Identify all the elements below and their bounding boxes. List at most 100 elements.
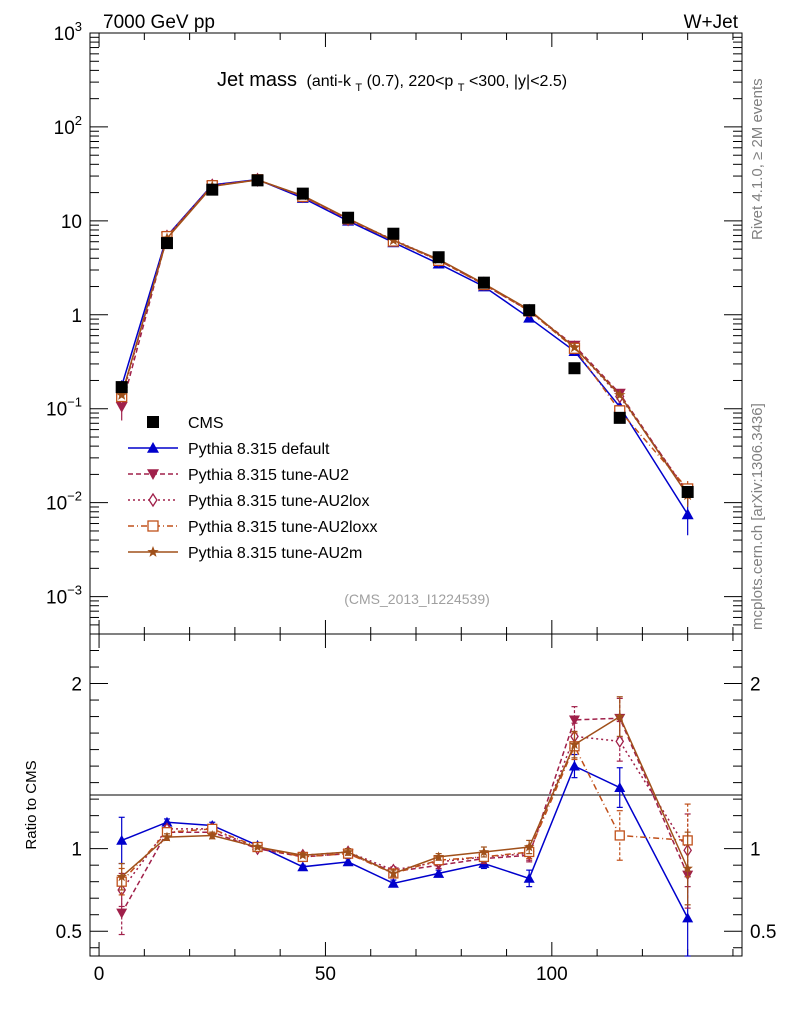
- chart-title-sub-1: (anti-k: [306, 73, 351, 90]
- series-point: [251, 174, 264, 187]
- ratio-point: [387, 877, 399, 888]
- x-tick-label: 0: [94, 964, 105, 985]
- chart-title-kt-sub: T: [355, 82, 362, 94]
- ratio-axis-label: Ratio to CMS: [23, 760, 40, 849]
- ratio-pythia-8-315-tune-au2lox: [117, 720, 693, 908]
- ratio-point: [252, 841, 263, 852]
- chart-title-sub-3: <300, |y|<2.5): [469, 73, 567, 90]
- y-tick-label-exponent: 2: [75, 113, 82, 128]
- legend-label: CMS: [188, 415, 224, 432]
- series-point: [116, 389, 128, 400]
- series-point: [681, 485, 694, 498]
- ratio-point: [614, 830, 625, 841]
- ratio-point: [297, 849, 308, 860]
- y-tick-label-ratio: 0.5: [56, 922, 82, 943]
- series-point: [523, 304, 536, 317]
- y-tick-label-ratio-right: 0.5: [750, 922, 776, 943]
- ratio-point: [342, 856, 354, 867]
- series-point: [160, 237, 173, 250]
- legend-marker: [147, 442, 159, 453]
- ratio-line: [121, 735, 689, 891]
- legend-entry: Pythia 8.315 tune-AU2lox: [128, 492, 369, 510]
- y-tick-label-base: 10: [46, 588, 67, 609]
- series-point: [342, 211, 355, 224]
- ratio-point: [207, 830, 218, 840]
- ratio-point: [116, 871, 127, 882]
- series-point: [432, 251, 445, 264]
- ratio-pythia-8-315-tune-au2loxx: [116, 732, 693, 896]
- ratio-line: [121, 717, 689, 914]
- ratio-series: [116, 696, 694, 957]
- ratio-point: [161, 816, 173, 827]
- legend-marker: [147, 469, 159, 480]
- chart-title-pt-sub: T: [458, 82, 465, 94]
- ratio-point: [569, 739, 580, 750]
- energy-label: 7000 GeV pp: [103, 12, 215, 33]
- y-tick-label-main: 10−2: [46, 489, 82, 515]
- legend-label: Pythia 8.315 tune-AU2loxx: [188, 519, 377, 536]
- ratio-point: [116, 908, 128, 919]
- legend-entry: CMS: [147, 415, 224, 432]
- y-tick-label-main: 10: [61, 212, 82, 233]
- y-tick-label-exponent: 3: [75, 19, 82, 34]
- y-tick-label-ratio-right: 2: [750, 675, 761, 696]
- series-point: [206, 183, 219, 196]
- rivet-label: Rivet 4.1.0, ≥ 2M events: [749, 78, 766, 240]
- y-tick-label-base: 10: [46, 400, 67, 421]
- series-cms: [115, 174, 694, 498]
- series-point: [115, 401, 128, 413]
- legend-label: Pythia 8.315 tune-AU2: [188, 467, 349, 484]
- main-plot-frame: [89, 32, 743, 635]
- y-tick-label-ratio: 2: [71, 675, 82, 696]
- series-point: [387, 234, 400, 246]
- ratio-point: [478, 846, 490, 857]
- series-point: [681, 508, 694, 520]
- legend: CMS Pythia 8.315 default Pythia 8.315 tune…: [128, 415, 377, 562]
- ratio-point: [614, 711, 625, 721]
- legend-marker: [148, 492, 158, 508]
- legend-marker: [147, 416, 159, 428]
- y-tick-label-base: 1: [71, 306, 82, 327]
- chart-title-main: Jet mass: [217, 69, 297, 91]
- y-tick-label-base: 10: [54, 24, 75, 45]
- y-tick-label-main: 102: [54, 113, 82, 139]
- legend-entry: Pythia 8.315 default: [128, 441, 330, 458]
- ratio-pythia-8-315-tune-au2: [116, 697, 694, 936]
- y-tick-label-base: 10: [61, 212, 82, 233]
- y-tick-label-main: 10−3: [46, 583, 82, 609]
- x-tick-label: 100: [536, 964, 568, 985]
- legend-marker: [147, 520, 159, 532]
- legend-entry: Pythia 8.315 tune-AU2loxx: [128, 519, 377, 536]
- chart-title-sub-2: (0.7), 220<p: [367, 73, 454, 90]
- ratio-point: [682, 863, 693, 873]
- series-point: [614, 389, 626, 400]
- series-point: [613, 411, 626, 424]
- legend-entry: Pythia 8.315 tune-AU2: [128, 467, 349, 484]
- y-tick-label-exponent: −1: [67, 395, 82, 410]
- series-point: [568, 362, 581, 375]
- y-tick-label-main: 103: [54, 19, 82, 45]
- ratio-point: [433, 867, 445, 878]
- y-tick-label-ratio: 1: [71, 840, 82, 861]
- y-tick-label-base: 10: [54, 118, 75, 139]
- ratio-point: [682, 912, 694, 923]
- series-point: [568, 341, 581, 353]
- series-point: [296, 187, 309, 200]
- series-line: [120, 178, 689, 515]
- y-tick-label-exponent: −2: [67, 489, 82, 504]
- series-point: [115, 381, 128, 394]
- mcplots-label: mcplots.cern.ch [arXiv:1306.3436]: [749, 403, 766, 630]
- x-tick-label: 50: [315, 964, 336, 985]
- chart-title: Jet mass (anti-k T (0.7), 220<p T <300, …: [217, 69, 567, 95]
- legend-label: Pythia 8.315 default: [188, 441, 330, 458]
- analysis-label: (CMS_2013_I1224539): [344, 591, 490, 607]
- ratio-line: [121, 715, 689, 878]
- ratio-point: [161, 831, 173, 842]
- ratio-point: [568, 760, 580, 771]
- legend-label: Pythia 8.315 tune-AU2m: [188, 545, 362, 562]
- ratio-point: [388, 867, 399, 878]
- ratio-point: [568, 715, 580, 726]
- ratio-point: [614, 782, 626, 792]
